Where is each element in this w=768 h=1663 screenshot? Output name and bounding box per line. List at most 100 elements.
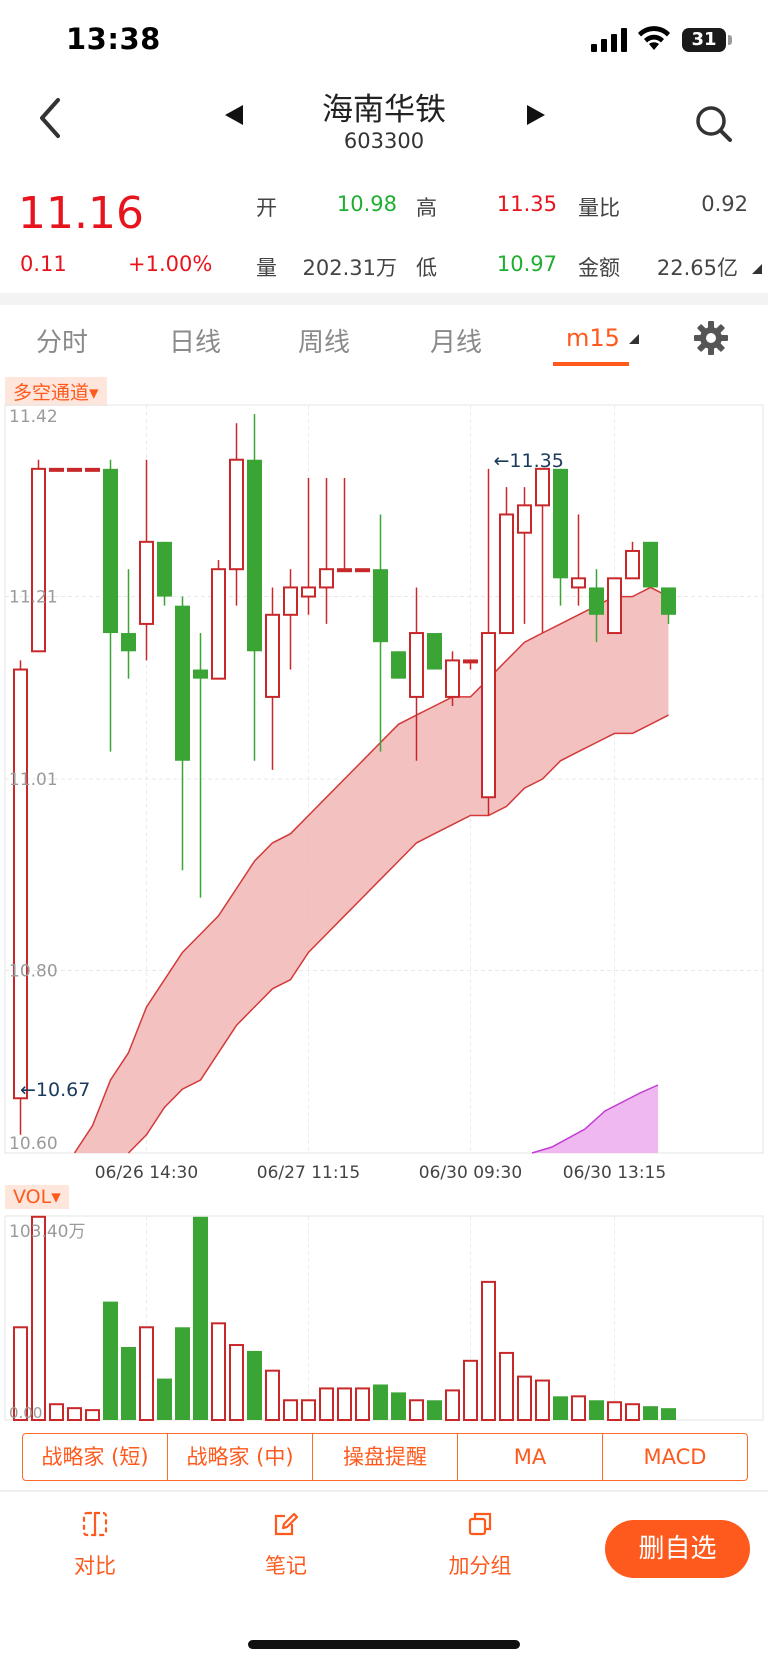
- candle-body-down: [193, 669, 208, 679]
- stock-code: 603300: [343, 129, 425, 153]
- tab-intraday[interactable]: 分时: [36, 328, 89, 358]
- notes-icon: [274, 1512, 299, 1536]
- price-change-pct: +1.00%: [128, 252, 213, 276]
- price-change: 0.11: [20, 252, 67, 276]
- indicator-area: [532, 1085, 658, 1153]
- indicator-macd-button[interactable]: MACD: [643, 1445, 707, 1469]
- tab-monthly[interactable]: 月线: [430, 328, 483, 358]
- status-time: 13:38: [66, 22, 161, 56]
- candles: [13, 414, 676, 1154]
- vol-dropdown[interactable]: VOL▾: [5, 1185, 69, 1209]
- next-stock-icon[interactable]: [527, 105, 545, 125]
- volume-bar-down: [553, 1396, 568, 1420]
- stat-value-open: 10.98: [336, 192, 397, 216]
- volume-bar-up: [211, 1322, 226, 1421]
- indicator-strategist-mid-button[interactable]: 战略家 (中): [168, 1434, 313, 1480]
- tab-m15[interactable]: m15: [566, 324, 620, 352]
- volume-bar-down: [175, 1327, 190, 1420]
- candle-body-up: [265, 613, 280, 698]
- candlestick-chart[interactable]: 11.42 11.21 11.01 10.80 10.60 06/26 14:30 06/2…: [0, 400, 768, 1200]
- volume-bar-up: [301, 1399, 316, 1422]
- candle-body-down: [247, 459, 262, 652]
- candle-body-down: [391, 651, 406, 679]
- compare-label: 对比: [74, 1554, 116, 1578]
- candle-body-up: [445, 659, 460, 698]
- settings-gear-icon[interactable]: [693, 320, 729, 356]
- indicator-ma-button[interactable]: MA: [458, 1434, 603, 1480]
- x-tick-label: 06/30 13:15: [563, 1163, 666, 1183]
- stat-label-volume: 量: [256, 256, 277, 280]
- indicator-dropdown[interactable]: 多空通道▾: [5, 377, 107, 406]
- battery-tip: [728, 35, 732, 45]
- candle-body-up: [211, 568, 226, 680]
- vol-tag-label: VOL: [13, 1186, 52, 1208]
- candle-body-down: [103, 468, 118, 634]
- candle-body-up: [535, 467, 550, 507]
- candle-body-up: [49, 467, 64, 472]
- remove-watchlist-button[interactable]: 删自选: [605, 1520, 750, 1578]
- indicator-strategist-short-button[interactable]: 战略家 (短): [23, 1434, 168, 1480]
- candle-body-up: [355, 568, 370, 573]
- low-price-annotation: ←10.67: [20, 1079, 90, 1101]
- volume-bar-down: [427, 1400, 442, 1420]
- volume-bar-down: [103, 1301, 118, 1420]
- volume-bar-up: [481, 1280, 496, 1421]
- section-divider: [0, 293, 768, 305]
- volume-bar-up: [229, 1344, 244, 1421]
- tab-weekly[interactable]: 周线: [298, 328, 351, 358]
- stat-label-open: 开: [256, 196, 277, 220]
- notes-label: 笔记: [265, 1554, 307, 1578]
- volume-bar-up: [625, 1403, 640, 1421]
- tab-daily[interactable]: 日线: [169, 328, 222, 358]
- candle-body-up: [463, 659, 478, 664]
- volume-bar-up: [445, 1389, 460, 1421]
- prev-stock-icon[interactable]: [225, 105, 243, 125]
- candle-body-down: [121, 633, 136, 652]
- volume-bar-down: [661, 1408, 676, 1420]
- volume-bar-up: [463, 1359, 478, 1421]
- volume-bar-up: [607, 1401, 622, 1421]
- candle-body-up: [229, 458, 244, 571]
- back-icon[interactable]: [36, 96, 66, 140]
- indicator-dropdown-icon: ▾: [89, 382, 99, 404]
- candle-body-up: [301, 586, 316, 598]
- volume-bar-up: [31, 1215, 46, 1421]
- notes-button[interactable]: 笔记: [226, 1510, 346, 1580]
- candle-body-down: [661, 587, 676, 615]
- volume-bars: [13, 1215, 676, 1422]
- stat-label-high: 高: [416, 196, 437, 220]
- battery-level: 31: [691, 29, 717, 50]
- vol-dropdown-icon: ▾: [51, 1186, 61, 1208]
- indicator-trade-alert-button[interactable]: 操盘提醒: [313, 1434, 458, 1480]
- expand-quote-icon[interactable]: [752, 264, 762, 274]
- volume-bar-up: [571, 1395, 586, 1421]
- candle-body-down: [643, 541, 658, 588]
- bottom-divider: [0, 1490, 768, 1492]
- add-group-button[interactable]: 加分组: [420, 1510, 540, 1580]
- current-price: 11.16: [18, 188, 144, 239]
- compare-button[interactable]: 对比: [35, 1510, 155, 1580]
- candle-body-down: [175, 605, 190, 761]
- compare-icon: [82, 1511, 108, 1537]
- add-group-label: 加分组: [448, 1554, 512, 1578]
- search-icon[interactable]: [694, 104, 734, 144]
- candle-body-down: [427, 633, 442, 670]
- volume-bar-down: [247, 1350, 262, 1420]
- y-tick-label: 10.60: [9, 1134, 58, 1154]
- chart-grid: [4, 404, 764, 1154]
- active-tab-indicator: [553, 362, 629, 366]
- volume-bar-up: [355, 1387, 370, 1422]
- candle-body-up: [13, 668, 28, 1100]
- candle-body-up: [139, 540, 154, 625]
- volume-bar-up: [265, 1369, 280, 1422]
- volume-bar-down: [193, 1216, 208, 1420]
- tab-m15-dropdown-icon[interactable]: [629, 334, 639, 344]
- volume-bar-down: [391, 1392, 406, 1420]
- candle-body-up: [67, 467, 82, 472]
- high-price-annotation: ←11.35: [494, 450, 564, 472]
- volume-bar-down: [643, 1406, 658, 1420]
- volume-chart[interactable]: 103.40万 0.00: [0, 1208, 768, 1428]
- candle-body-up: [283, 586, 298, 616]
- candle-body-down: [373, 569, 388, 643]
- axis-labels: 11.42 11.21 11.01 10.80 10.60 06/26 14:30 06/2…: [9, 407, 666, 1183]
